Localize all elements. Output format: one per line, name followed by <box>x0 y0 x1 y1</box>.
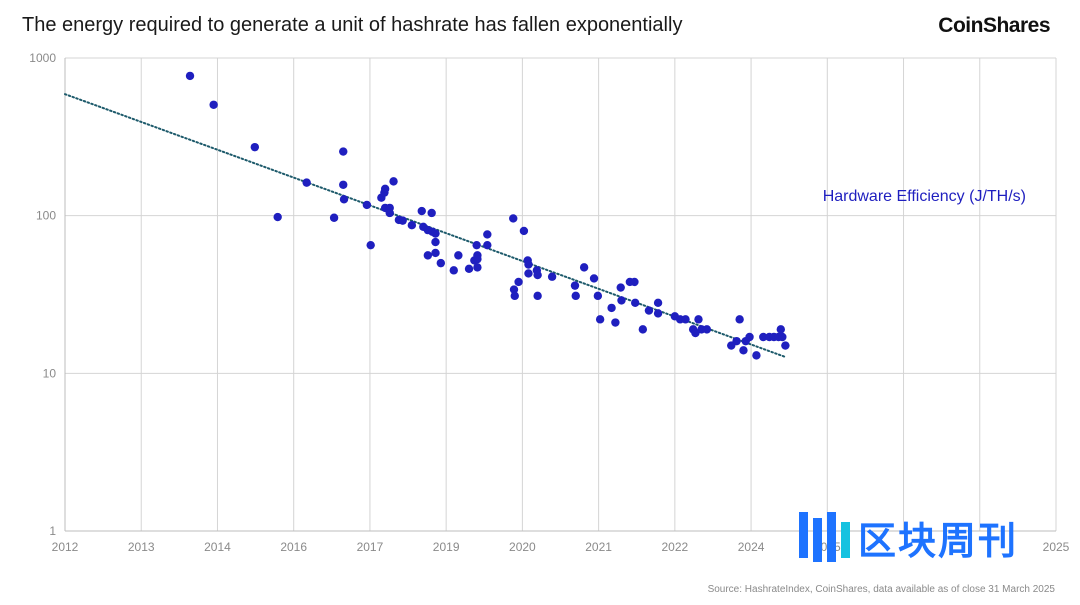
data-point <box>473 263 482 272</box>
x-tick-label: 2016 <box>280 540 307 554</box>
x-tick-label: 2017 <box>357 540 384 554</box>
data-point <box>533 291 542 301</box>
data-point <box>607 303 616 313</box>
data-point <box>644 306 654 315</box>
data-point <box>510 291 519 301</box>
data-point <box>362 200 372 210</box>
data-point <box>407 221 417 230</box>
data-point <box>653 309 663 318</box>
data-point <box>473 254 482 264</box>
data-point <box>631 298 640 308</box>
data-point <box>533 270 542 280</box>
data-point <box>514 277 523 287</box>
data-point <box>694 315 703 324</box>
data-point <box>431 229 440 238</box>
x-tick-label: 2025 <box>1043 540 1070 554</box>
data-point <box>339 147 348 156</box>
data-point <box>630 277 639 287</box>
data-point <box>616 283 625 292</box>
data-point <box>509 214 518 223</box>
watermark-logo-icon <box>797 508 855 571</box>
data-point <box>681 315 690 324</box>
x-tick-label: 2013 <box>128 540 155 554</box>
data-point <box>781 341 790 350</box>
data-point <box>483 230 492 239</box>
data-point <box>185 71 195 81</box>
data-point <box>417 206 426 216</box>
source-note: Source: HashrateIndex, CoinShares, data … <box>707 584 1055 595</box>
x-tick-label: 2014 <box>204 540 231 554</box>
data-point <box>339 180 348 189</box>
legend-label: Hardware Efficiency (J/TH/s) <box>823 188 1026 205</box>
data-point <box>431 237 440 247</box>
data-point <box>464 264 474 274</box>
data-point <box>524 260 533 269</box>
x-tick-label: 2024 <box>738 540 765 554</box>
data-point <box>617 296 626 305</box>
data-point <box>638 325 648 334</box>
data-point <box>745 332 754 342</box>
data-point <box>702 325 712 334</box>
data-point <box>691 328 700 338</box>
x-tick-label: 2022 <box>661 540 688 554</box>
data-point <box>273 212 282 222</box>
data-point <box>589 274 599 283</box>
y-tick-label: 1000 <box>29 51 56 65</box>
data-point <box>483 240 492 250</box>
data-point <box>735 315 744 324</box>
data-point <box>759 332 768 342</box>
data-point <box>570 281 580 290</box>
data-point <box>571 291 580 301</box>
y-tick-label: 10 <box>43 366 57 380</box>
data-point <box>329 213 339 222</box>
data-point <box>593 291 603 301</box>
data-point <box>380 184 390 194</box>
data-point <box>524 269 533 278</box>
data-point <box>389 177 398 186</box>
data-point <box>431 248 440 258</box>
data-point <box>398 216 407 225</box>
data-point <box>595 315 605 324</box>
data-point <box>519 226 529 236</box>
x-tick-label: 2020 <box>509 540 536 554</box>
data-point <box>778 332 787 342</box>
data-point <box>427 208 436 218</box>
data-point <box>250 142 260 152</box>
x-tick-label: 2012 <box>52 540 79 554</box>
x-tick-label: 2021 <box>585 540 612 554</box>
y-tick-label: 1 <box>49 524 56 538</box>
data-point <box>436 258 446 268</box>
data-point <box>732 336 741 346</box>
data-point <box>454 251 463 260</box>
data-point <box>449 266 458 275</box>
data-point <box>472 240 481 250</box>
data-point <box>739 346 748 355</box>
data-point <box>547 272 557 281</box>
data-point <box>339 195 349 204</box>
data-point <box>509 285 519 294</box>
data-point <box>366 240 375 250</box>
data-point <box>302 178 311 187</box>
data-point <box>611 318 620 327</box>
data-point <box>423 251 433 260</box>
data-point <box>653 298 663 308</box>
x-tick-label: 2019 <box>433 540 460 554</box>
brand-logo: CoinShares <box>938 14 1050 37</box>
data-point <box>579 263 589 272</box>
data-point <box>385 208 394 218</box>
chart-title: The energy required to generate a unit o… <box>22 14 683 36</box>
data-point <box>776 325 786 334</box>
data-point <box>209 100 218 109</box>
watermark-text: 区块周刊 <box>858 519 1019 563</box>
data-point <box>752 351 761 360</box>
y-tick-label: 100 <box>36 209 56 223</box>
